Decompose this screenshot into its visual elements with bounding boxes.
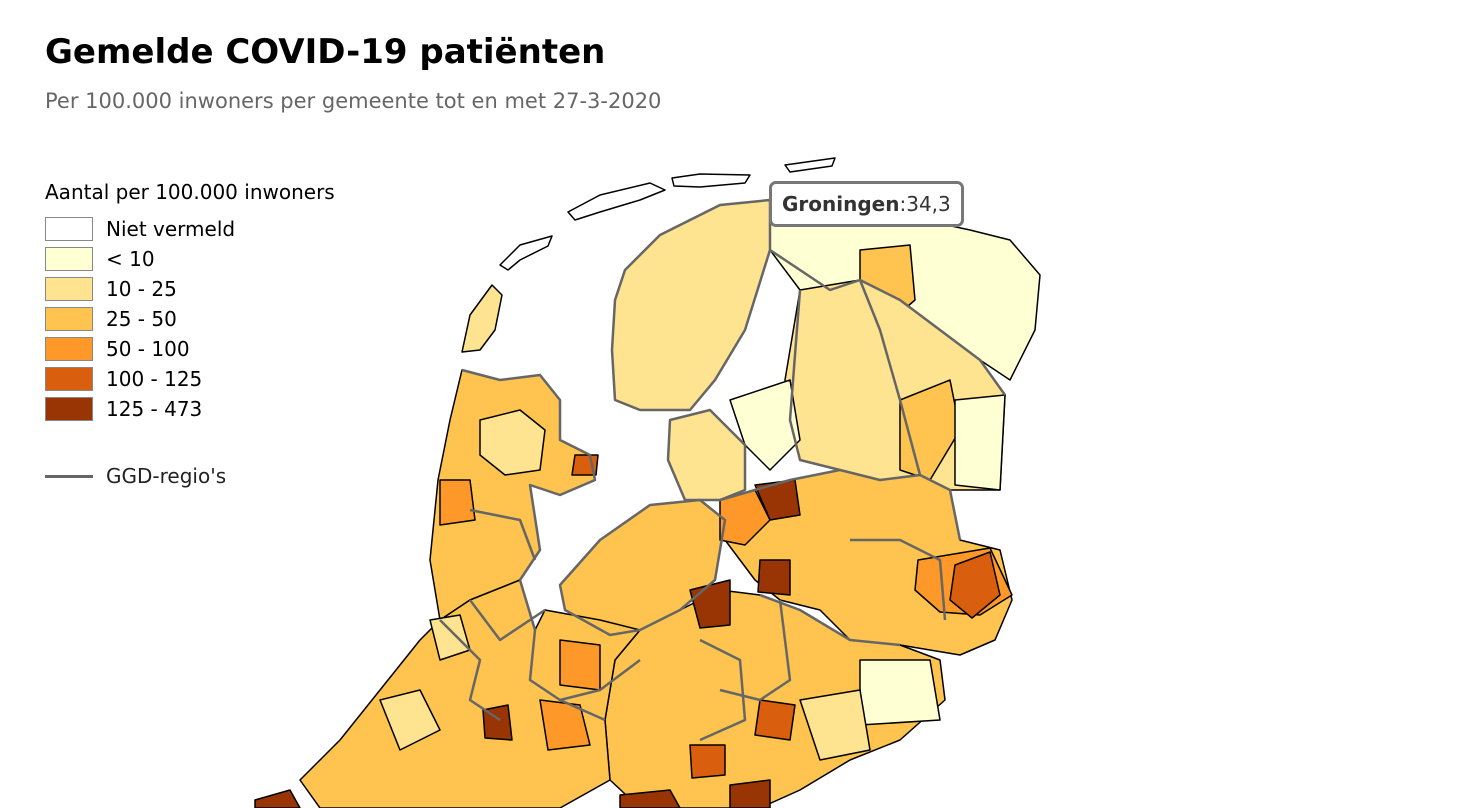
legend-ggd-label: GGD-regio's [106,464,227,488]
municipality-region[interactable] [729,379,801,471]
municipality-region[interactable] [619,789,681,808]
municipality-region[interactable] [671,173,751,188]
municipality-region[interactable] [754,699,796,741]
legend-swatch [45,307,93,331]
legend-item: 100 - 125 [45,364,335,394]
ggd-border [666,408,747,502]
municipality-region[interactable] [949,551,1001,619]
legend-label: Niet vermeld [106,217,236,241]
legend-swatch [45,217,93,241]
legend-label: 25 - 50 [106,307,177,331]
ggd-border [858,279,922,476]
legend-swatch [45,277,93,301]
legend-swatch [45,367,93,391]
municipality-region[interactable] [567,182,666,221]
ggd-border [610,198,772,412]
municipality-region[interactable] [757,559,791,596]
municipality-region[interactable] [784,157,836,173]
legend-ggd-item: GGD-regio's [45,464,335,488]
ggd-border [469,508,537,561]
page-title: Gemelde COVID-19 patiënten [45,32,606,72]
tooltip-separator: : [899,192,907,216]
ggd-border [769,248,1007,396]
legend-swatch [45,247,93,271]
legend-label: 125 - 473 [106,397,203,421]
legend-label: 10 - 25 [106,277,177,301]
ggd-border [719,599,792,702]
ggd-border [518,579,606,722]
ggd-border [469,599,546,642]
map-regions [254,157,1041,808]
page-subtitle: Per 100.000 inwoners per gemeente tot en… [45,89,662,113]
ggd-region-borders [439,198,1007,742]
ggd-border [699,638,747,742]
legend-label: < 10 [106,247,155,271]
legend-swatch [45,397,93,421]
legend-item: 50 - 100 [45,334,335,364]
ggd-border [788,289,841,472]
ggd-border [558,498,727,637]
ggd-border [439,619,501,722]
municipality-region[interactable] [954,394,1006,491]
municipality-region[interactable] [689,744,726,779]
municipality-region[interactable] [479,409,546,476]
legend-item: 10 - 25 [45,274,335,304]
municipality-region[interactable] [254,789,301,808]
tooltip-name: Groningen [782,192,900,216]
tooltip-value: 34,3 [906,192,951,216]
legend-title: Aantal per 100.000 inwoners [45,180,335,204]
municipality-region[interactable] [439,479,476,526]
municipality-region[interactable] [799,689,871,761]
map-legend: Aantal per 100.000 inwoners Niet vermeld… [45,180,335,488]
municipality-region[interactable] [461,284,503,353]
legend-item: 25 - 50 [45,304,335,334]
legend-label: 50 - 100 [106,337,190,361]
ggd-border [719,468,962,541]
ggd-border [559,659,641,702]
municipality-region[interactable] [611,199,771,411]
legend-item: 125 - 473 [45,394,335,424]
municipality-region[interactable] [499,235,553,271]
municipality-region[interactable] [559,639,601,691]
municipality-region[interactable] [379,689,441,751]
ggd-border [461,368,597,581]
ggd-border [850,538,947,621]
legend-swatch [45,337,93,361]
legend-item: Niet vermeld [45,214,335,244]
map-tooltip: Groningen: 34,3 [769,181,964,227]
municipality-region[interactable] [729,779,771,808]
municipality-region[interactable] [859,659,941,726]
legend-item: < 10 [45,244,335,274]
ggd-line-swatch [45,474,93,478]
legend-label: 100 - 125 [106,367,203,391]
